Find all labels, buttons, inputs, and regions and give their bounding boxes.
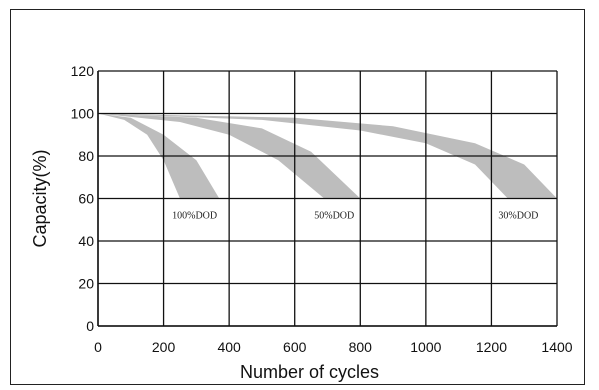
y-axis-title: Capacity(%) xyxy=(30,149,50,247)
x-tick-label: 0 xyxy=(94,339,102,355)
x-tick-label: 600 xyxy=(283,339,307,355)
y-tick-label: 40 xyxy=(78,233,94,249)
band-100-pct-dod xyxy=(98,113,220,199)
x-tick-label: 800 xyxy=(349,339,373,355)
y-tick-label: 0 xyxy=(86,318,94,334)
x-tick-label: 200 xyxy=(152,339,176,355)
band-label: 50%DOD xyxy=(314,211,354,222)
x-tick-label: 1200 xyxy=(476,339,507,355)
y-tick-label: 20 xyxy=(78,276,94,292)
y-tick-label: 120 xyxy=(71,63,95,79)
y-tick-label: 60 xyxy=(78,191,94,207)
x-axis-title: Number of cycles xyxy=(240,362,379,382)
x-tick-label: 1400 xyxy=(541,339,572,355)
chart-frame xyxy=(10,9,585,385)
x-tick-label: 400 xyxy=(217,339,241,355)
y-tick-label: 100 xyxy=(71,106,95,122)
band-label: 30%DOD xyxy=(498,211,538,222)
y-tick-label: 80 xyxy=(78,148,94,164)
band-label: 100%DOD xyxy=(172,211,217,222)
x-tick-label: 1000 xyxy=(410,339,441,355)
